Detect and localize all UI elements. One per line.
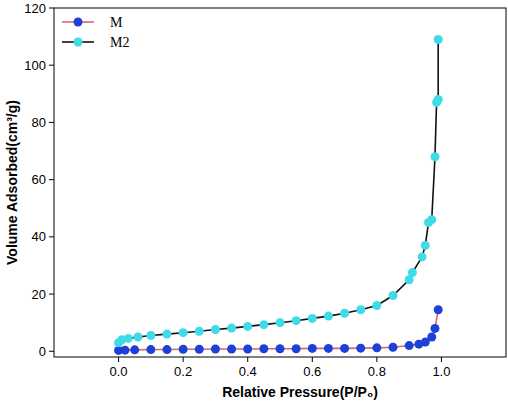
data-point (308, 344, 317, 353)
x-tick-label: 0.2 (174, 364, 192, 379)
data-point (243, 322, 252, 331)
data-point (324, 344, 333, 353)
data-point (356, 305, 365, 314)
x-tick-label: 0.4 (239, 364, 257, 379)
legend: M M2 (62, 15, 129, 50)
y-tick-label: 80 (32, 115, 46, 130)
x-tick (441, 357, 442, 362)
legend-label: M2 (110, 35, 129, 50)
plot-frame (54, 8, 506, 357)
legend-marker (74, 38, 83, 47)
legend-label: M (110, 15, 123, 30)
chart-svg: 0.0 0.2 0.4 0.6 0.8 1.0 0 20 40 60 80 100 120 Relativ… (0, 0, 508, 405)
data-point (276, 344, 285, 353)
data-point (259, 344, 268, 353)
data-point (121, 346, 130, 355)
data-point (372, 301, 381, 310)
data-point (418, 252, 427, 261)
data-point (163, 345, 172, 354)
data-point (372, 343, 381, 352)
data-point (434, 95, 443, 104)
y-tick (49, 236, 54, 237)
x-tick (183, 357, 184, 362)
x-tick-label: 0.8 (368, 364, 386, 379)
data-point (292, 316, 301, 325)
y-tick-label: 120 (24, 1, 46, 16)
y-tick (49, 294, 54, 295)
data-point (146, 345, 155, 354)
data-point (259, 320, 268, 329)
x-tick-label: 0.6 (303, 364, 321, 379)
series-line (119, 39, 439, 342)
data-point (389, 291, 398, 300)
x-tick (247, 357, 248, 362)
y-tick-label: 20 (32, 287, 46, 302)
x-tick-label: 0.0 (110, 364, 128, 379)
x-tick (118, 357, 119, 362)
data-point (211, 344, 220, 353)
data-point (243, 344, 252, 353)
data-point (340, 344, 349, 353)
y-axis-label: Volume Adsorbed(cm³/g) (4, 100, 20, 265)
data-point (179, 328, 188, 337)
data-point (179, 345, 188, 354)
data-point (430, 324, 439, 333)
data-point (430, 152, 439, 161)
data-point (340, 309, 349, 318)
data-point (308, 314, 317, 323)
data-point (130, 345, 139, 354)
data-point (195, 327, 204, 336)
y-tick (49, 65, 54, 66)
y-tick (49, 122, 54, 123)
data-point (146, 331, 155, 340)
x-tick-label: 1.0 (432, 364, 450, 379)
x-axis-label: Relative Pressure(P/P₀) (222, 384, 378, 400)
data-point (324, 312, 333, 321)
data-point (389, 343, 398, 352)
data-point (405, 341, 414, 350)
y-tick-label: 60 (32, 172, 46, 187)
data-point (427, 332, 436, 341)
y-tick (49, 8, 54, 9)
legend-marker (74, 18, 83, 27)
data-point (227, 344, 236, 353)
y-tick-label: 100 (24, 58, 46, 73)
chart-container: 0.0 0.2 0.4 0.6 0.8 1.0 0 20 40 60 80 100 120 Relativ… (0, 0, 508, 405)
data-point (427, 215, 436, 224)
data-point (227, 324, 236, 333)
data-point (195, 345, 204, 354)
plot-data (114, 35, 443, 355)
y-tick (49, 351, 54, 352)
data-point (434, 305, 443, 314)
data-point (124, 334, 133, 343)
data-point (434, 35, 443, 44)
data-point (163, 330, 172, 339)
y-tick-label: 0 (39, 344, 46, 359)
x-tick (312, 357, 313, 362)
data-point (133, 332, 142, 341)
y-tick (49, 179, 54, 180)
data-point (408, 268, 417, 277)
data-point (292, 344, 301, 353)
data-point (356, 344, 365, 353)
y-tick-label: 40 (32, 229, 46, 244)
x-tick (376, 357, 377, 362)
data-point (276, 318, 285, 327)
data-point (421, 241, 430, 250)
data-point (211, 325, 220, 334)
